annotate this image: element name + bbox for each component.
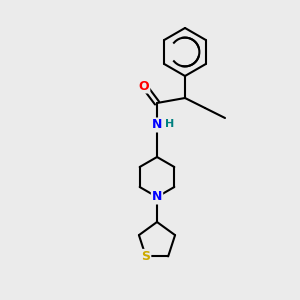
Text: S: S [141, 250, 150, 263]
Text: N: N [152, 190, 162, 203]
Text: H: H [165, 119, 175, 129]
Text: N: N [152, 118, 162, 131]
Text: O: O [139, 80, 149, 92]
